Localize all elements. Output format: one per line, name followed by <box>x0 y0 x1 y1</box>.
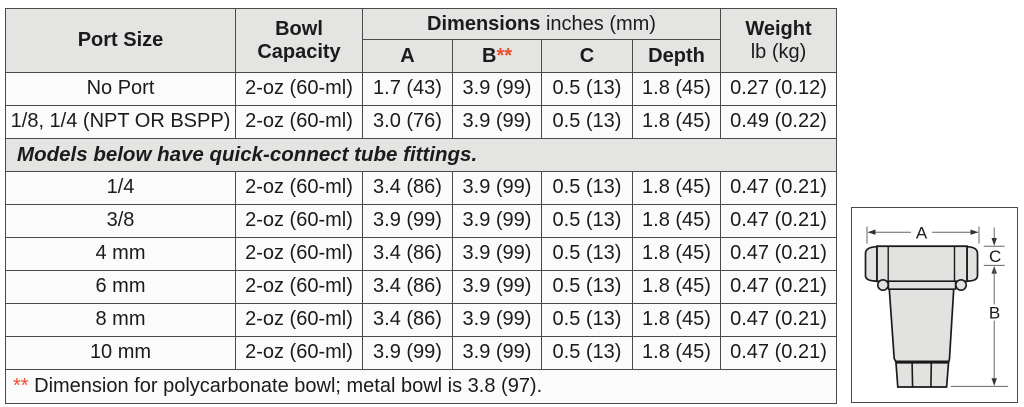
svg-text:C: C <box>989 247 1001 266</box>
svg-text:B: B <box>989 304 1000 323</box>
svg-text:A: A <box>916 224 928 243</box>
